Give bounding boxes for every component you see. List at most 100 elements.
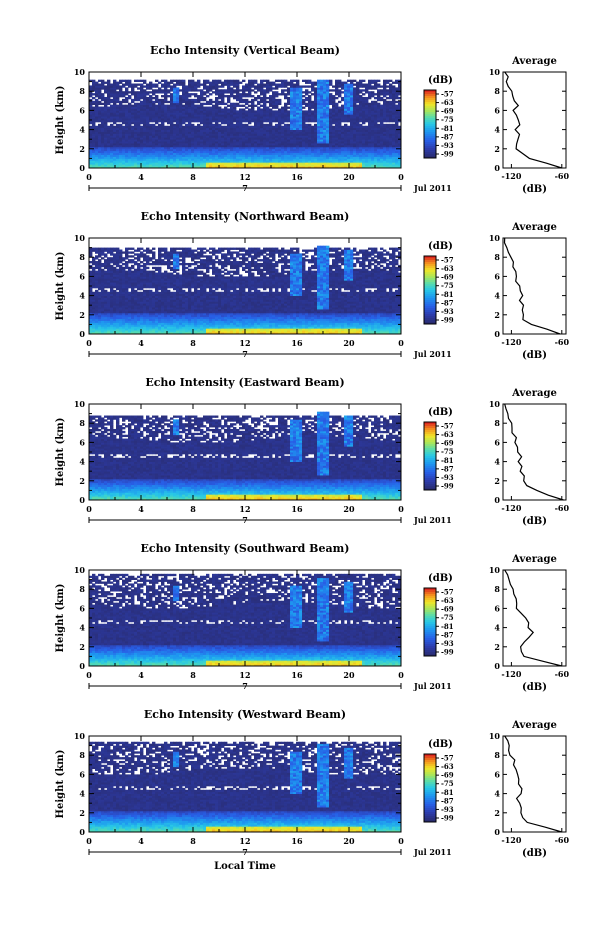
- heatmap-cell: [332, 89, 336, 92]
- heatmap-cell: [242, 135, 246, 138]
- heatmap-cell: [170, 143, 174, 146]
- heatmap-cell: [206, 144, 210, 148]
- heatmap-cell: [197, 123, 201, 127]
- heatmap-cell: [143, 89, 147, 92]
- heatmap-cell: [326, 150, 330, 154]
- heatmap-cell: [161, 148, 165, 152]
- heatmap-cell: [164, 135, 168, 138]
- heatmap-cell: [218, 141, 222, 144]
- heatmap-cell: [269, 158, 273, 161]
- heatmap-cell: [221, 144, 225, 148]
- heatmap-cell: [158, 166, 162, 169]
- heatmap-cell: [371, 100, 375, 104]
- heatmap-cell: [221, 152, 225, 155]
- heatmap-cell: [374, 156, 378, 159]
- heatmap-cell: [242, 152, 246, 155]
- heatmap-cell: [113, 162, 117, 165]
- heatmap-cell: [314, 141, 318, 144]
- heatmap-cell: [191, 133, 195, 136]
- heatmap-cell: [200, 164, 204, 167]
- heatmap-cell: [167, 143, 171, 146]
- heatmap-cell: [326, 158, 330, 161]
- heatmap-cell: [377, 137, 381, 140]
- heatmap-cell: [116, 164, 120, 167]
- heatmap-cell: [386, 144, 390, 148]
- heatmap-cell: [173, 137, 177, 140]
- heatmap-cell: [209, 154, 213, 157]
- heatmap-cell: [224, 166, 228, 169]
- heatmap-cell: [230, 164, 234, 167]
- heatmap-cell: [119, 162, 123, 165]
- heatmap-cell: [218, 156, 222, 159]
- heatmap-cell: [362, 166, 366, 169]
- heatmap-cell: [266, 146, 270, 150]
- heatmap-cell: [377, 139, 381, 142]
- heatmap-cell: [314, 148, 318, 152]
- heatmap-cell: [119, 79, 123, 82]
- heatmap-cell: [365, 146, 369, 150]
- heatmap-cell: [251, 133, 255, 136]
- heatmap-cell: [182, 166, 186, 169]
- heatmap-cell: [155, 146, 159, 150]
- heatmap-cell: [374, 146, 378, 150]
- heatmap-cell: [260, 144, 264, 148]
- heatmap-cell: [224, 106, 228, 109]
- heatmap-cell: [251, 150, 255, 154]
- heatmap-cell: [368, 166, 372, 169]
- heatmap-cell: [200, 156, 204, 159]
- heatmap-cell: [365, 141, 369, 144]
- heatmap-cell: [359, 123, 363, 127]
- y-tick-label: 2: [79, 144, 85, 154]
- heatmap-cell: [248, 133, 252, 136]
- heatmap-cell: [116, 135, 120, 138]
- heatmap-cell: [287, 166, 291, 169]
- heatmap-cell: [119, 139, 123, 142]
- heatmap-cell: [251, 146, 255, 150]
- heatmap-cell: [137, 160, 141, 163]
- heatmap-cell: [104, 139, 108, 142]
- heatmap-cell: [173, 154, 177, 157]
- heatmap-cell: [176, 152, 180, 155]
- heatmap-cell: [350, 143, 354, 146]
- heatmap-cell: [218, 137, 222, 140]
- heatmap-cell: [152, 133, 156, 136]
- heatmap-cell: [194, 143, 198, 146]
- heatmap-cell: [236, 152, 240, 155]
- heatmap-cell: [323, 158, 327, 161]
- heatmap-cell: [176, 150, 180, 154]
- heatmap-cell: [122, 137, 126, 140]
- heatmap-cell: [209, 139, 213, 142]
- heatmap-cell: [140, 83, 144, 86]
- heatmap-cell: [365, 144, 369, 148]
- heatmap-cell: [275, 148, 279, 152]
- heatmap-cell: [371, 85, 375, 88]
- heatmap-cell: [383, 133, 387, 136]
- heatmap-cell: [389, 133, 393, 136]
- heatmap-cell: [251, 143, 255, 146]
- heatmap-cell: [263, 83, 267, 86]
- heatmap-cell: [368, 141, 372, 144]
- heatmap-cell: [179, 139, 183, 142]
- heatmap-cell: [269, 154, 273, 157]
- heatmap-cell: [263, 152, 267, 155]
- heatmap-cell: [164, 137, 168, 140]
- heatmap-cell: [110, 139, 114, 142]
- heatmap-cell: [341, 104, 345, 107]
- heatmap-cell: [119, 156, 123, 159]
- heatmap-cell: [308, 141, 312, 144]
- heatmap-cell: [296, 133, 300, 136]
- heatmap-cell: [137, 162, 141, 165]
- heatmap-cell: [119, 154, 123, 157]
- heatmap-cell: [218, 100, 222, 104]
- heatmap-cell: [233, 150, 237, 154]
- heatmap-cell: [188, 143, 192, 146]
- heatmap-cell: [329, 135, 333, 138]
- heatmap-cell: [257, 139, 261, 142]
- heatmap-cell: [260, 150, 264, 154]
- heatmap-cell: [101, 135, 105, 138]
- heatmap-cell: [95, 148, 99, 152]
- heatmap-cell: [197, 146, 201, 150]
- heatmap-cell: [338, 154, 342, 157]
- heatmap-cell: [233, 164, 237, 167]
- heatmap-cell: [359, 133, 363, 136]
